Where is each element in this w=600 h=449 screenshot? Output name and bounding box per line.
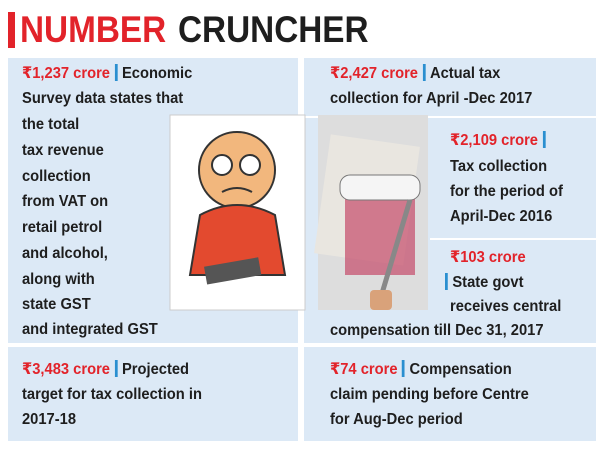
divider <box>430 238 596 240</box>
text-line: Survey data states that <box>22 90 184 107</box>
text-line: claim pending before Centre <box>330 386 529 403</box>
text-line: for Aug-Dec period <box>330 411 463 428</box>
text-line: from VAT on <box>22 193 109 210</box>
figure: ₹2,427 crore <box>330 65 418 82</box>
text-line: April-Dec 2016 <box>450 208 553 225</box>
text-line: for the period of <box>450 183 563 200</box>
figure: ₹3,483 crore <box>22 361 110 378</box>
figure: ₹1,237 crore <box>22 65 110 82</box>
figure: ₹74 crore <box>330 361 398 378</box>
panel <box>8 347 298 441</box>
text-line: target for tax collection in <box>22 386 202 403</box>
text-line: collection for April -Dec 2017 <box>330 90 533 107</box>
text-line: Actual tax <box>429 65 501 82</box>
title-black: CRUNCHER <box>178 9 369 50</box>
text-line: 2017-18 <box>22 411 77 428</box>
figure: ₹2,109 crore <box>450 132 538 149</box>
text-line: compensation till Dec 31, 2017 <box>330 322 544 339</box>
title-bar <box>8 12 15 48</box>
text-line: tax revenue <box>22 142 104 159</box>
text-line: Compensation <box>409 361 512 378</box>
text-line: and alcohol, <box>22 245 108 262</box>
panel <box>304 58 596 116</box>
text-line: the total <box>22 116 80 133</box>
text-line: and integrated GST <box>22 321 158 338</box>
title-red: NUMBER <box>20 9 167 50</box>
text-line: Tax collection <box>450 158 548 175</box>
text-line: along with <box>22 271 95 288</box>
text-line: retail petrol <box>22 219 103 236</box>
text-line: Projected <box>121 361 190 378</box>
text-line: Economic <box>121 65 193 82</box>
text-line: collection <box>22 168 91 185</box>
panel <box>304 347 596 441</box>
text-line: State govt <box>452 274 524 291</box>
figure: ₹103 crore <box>450 249 526 266</box>
text-line: state GST <box>22 296 91 313</box>
text-line: receives central <box>450 298 562 315</box>
